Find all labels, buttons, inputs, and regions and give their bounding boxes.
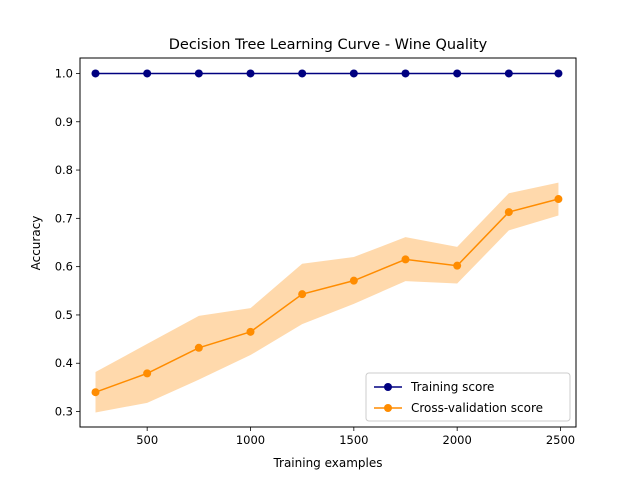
chart-title: Decision Tree Learning Curve - Wine Qual…: [169, 37, 488, 53]
y-axis-label: Accuracy: [29, 216, 43, 271]
point-series-0: [194, 69, 203, 78]
legend-box: [365, 372, 571, 422]
point-series-0: [143, 69, 152, 78]
point-series-1: [504, 208, 513, 217]
y-tick-label: 0.8: [55, 163, 73, 177]
point-series-1: [246, 327, 255, 336]
point-series-1: [401, 255, 410, 264]
point-series-1: [453, 261, 462, 270]
point-series-1: [554, 195, 563, 204]
point-series-0: [298, 69, 307, 78]
y-tick-label: 0.6: [55, 260, 73, 274]
point-series-0: [349, 69, 358, 78]
x-tick-label: 1000: [236, 433, 265, 447]
point-series-1: [91, 388, 100, 397]
legend-label-0: Training score: [410, 380, 494, 394]
point-series-1: [194, 343, 203, 352]
band-series-1: [95, 182, 559, 413]
x-tick-label: 2000: [443, 433, 472, 447]
point-series-0: [504, 69, 513, 78]
series-points: [91, 69, 563, 397]
series-lines: [95, 72, 559, 393]
y-tick-label: 1.0: [55, 66, 73, 80]
point-series-0: [401, 69, 410, 78]
y-tick-label: 0.9: [55, 115, 73, 129]
x-tick-label: 1500: [339, 433, 368, 447]
point-series-0: [554, 69, 563, 78]
legend-label-1: Cross-validation score: [411, 401, 543, 415]
point-series-1: [349, 276, 358, 285]
confidence-bands: [95, 182, 559, 413]
point-series-0: [91, 69, 100, 78]
x-axis-ticks: 500 1000 1500 2000 2500: [136, 427, 575, 447]
x-tick-label: 2500: [546, 433, 575, 447]
legend: Training score Cross-validation score: [365, 372, 571, 422]
y-tick-label: 0.4: [55, 356, 73, 370]
x-tick-label: 500: [136, 433, 158, 447]
line-series-1: [95, 198, 559, 393]
y-tick-label: 0.3: [55, 405, 73, 419]
x-axis-label: Training examples: [272, 456, 382, 470]
legend-marker-0: [384, 383, 392, 391]
point-series-1: [298, 290, 307, 299]
y-tick-label: 0.5: [55, 308, 73, 322]
y-tick-label: 0.7: [55, 211, 73, 225]
point-series-0: [453, 69, 462, 78]
legend-marker-1: [384, 404, 392, 412]
plot-frame: [79, 57, 577, 428]
point-series-0: [246, 69, 255, 78]
y-axis-ticks: 0.3 0.4 0.5 0.6 0.7 0.8 0.9 1.0: [55, 66, 80, 419]
point-series-1: [143, 369, 152, 378]
